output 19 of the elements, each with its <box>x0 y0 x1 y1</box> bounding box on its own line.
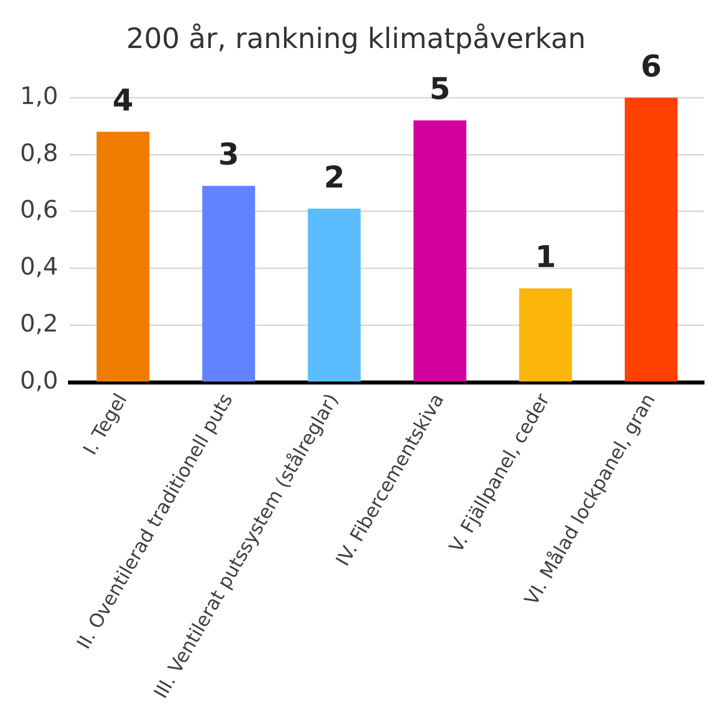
annotation: 6 <box>640 49 662 84</box>
y-tick-label: 1,0 <box>20 82 58 110</box>
annotation: 2 <box>324 160 345 196</box>
annotation: 4 <box>112 84 134 119</box>
annotation: 5 <box>429 72 450 108</box>
y-tick-label: 0,4 <box>20 252 58 281</box>
y-tick-label: 0,0 <box>20 366 58 395</box>
annotation: 3 <box>218 138 240 173</box>
y-tick-label: 0,6 <box>20 196 58 224</box>
chart-title: 200 år, rankning klimatpåverkan <box>126 22 586 56</box>
bar <box>624 98 678 382</box>
bar <box>519 288 572 382</box>
annotation: 1 <box>535 240 556 276</box>
bar <box>413 120 466 382</box>
bar <box>202 186 256 382</box>
y-tick-label: 0,2 <box>20 310 58 338</box>
y-tick-label: 0,8 <box>20 138 58 167</box>
bar <box>308 208 361 382</box>
bar <box>96 132 150 382</box>
